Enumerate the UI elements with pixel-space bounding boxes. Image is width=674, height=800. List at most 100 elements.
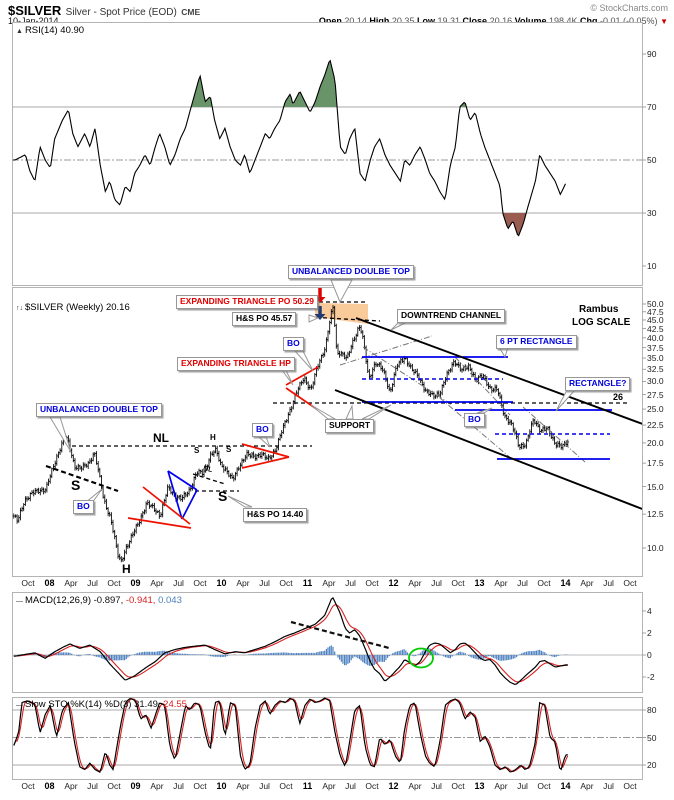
x-axis-label: Oct: [107, 578, 121, 588]
volume-label: Volume: [514, 16, 547, 26]
macd-legend: — MACD(12,26,9) -0.897, -0.941, 0.043: [16, 595, 182, 606]
rsi-axis-label: 50: [647, 155, 657, 165]
rsi-zone-fill: [191, 76, 213, 107]
x-axis-label: 08: [44, 781, 55, 791]
annotation-six-pt-rectangle: 6 PT RECTANGLE: [496, 335, 577, 349]
price-axis-label: 32.5: [647, 364, 664, 375]
callout-tail: [257, 436, 271, 448]
sto-axis-label: 50: [647, 732, 657, 743]
sto-panel-content: [13, 697, 569, 773]
rsi-axis-label: 90: [647, 49, 657, 59]
x-axis-label: Jul: [431, 578, 442, 588]
red-pattern-line: [142, 486, 191, 525]
annotation-icon: ↑↓: [16, 305, 23, 312]
macd-line-icon: —: [16, 598, 23, 605]
x-axis-label: Jul: [87, 781, 98, 791]
x-axis-label: 11: [302, 578, 313, 588]
quote-bar: Open 20.14 High 20.35 Low 19.31 Close 20…: [319, 16, 668, 26]
rsi-axis-label: 10: [647, 261, 657, 271]
rsi-zone-fill: [312, 60, 338, 107]
price-axis-label: 12.5: [647, 509, 664, 520]
macd-line: [13, 596, 568, 686]
low-label: Low: [416, 16, 435, 26]
x-axis-label: Jul: [87, 578, 98, 588]
macd-axis-label: 4: [647, 606, 652, 616]
rectangle-line: [167, 470, 198, 491]
x-axis-label: Jul: [259, 578, 270, 588]
annotation-rambus: Rambus: [579, 304, 619, 315]
macd-value: -0.897,: [93, 595, 124, 606]
price-axis-label: 50.0: [647, 298, 664, 309]
x-axis-label: Apr: [236, 578, 250, 588]
rectangle-line: [167, 470, 183, 520]
annotation-s-2010: S: [218, 488, 228, 504]
internal-trendline: [362, 346, 453, 406]
annotation-h-2008: H: [122, 562, 131, 576]
x-axis-label: Oct: [537, 578, 551, 588]
x-axis-label: Apr: [494, 578, 508, 588]
sto-d-value: 24.55: [163, 699, 187, 710]
price-bars: [12, 305, 569, 563]
price-axis-label: 20.0: [647, 437, 664, 448]
x-axis-label: Oct: [193, 578, 207, 588]
annotation-price-26: 26: [613, 392, 624, 402]
x-axis-label: 09: [130, 578, 141, 588]
red-pattern-line: [241, 443, 290, 458]
x-axis-label: Oct: [623, 578, 637, 588]
x-axis-label: 14: [560, 578, 571, 588]
annotation-hs-po-lower: H&S PO 14.40: [243, 508, 308, 522]
macd-name: MACD(12,26,9): [25, 595, 91, 606]
price-axis-label: 10.0: [647, 542, 664, 553]
ticker-name: Silver - Spot Price (EOD): [65, 7, 177, 18]
x-axis-label: Apr: [150, 578, 164, 588]
internal-trendline: [439, 397, 514, 461]
x-axis-label: Oct: [21, 781, 35, 791]
x-axis-label: 10: [216, 781, 227, 791]
green-circle-highlight: [408, 647, 434, 669]
dashed-support-line: [308, 316, 381, 322]
callout-tail: [330, 279, 353, 304]
annotation-log-scale: LOG SCALE: [572, 317, 631, 328]
price-axis-label: 47.5: [647, 306, 664, 317]
chart-date: 10-Jan-2014: [8, 16, 59, 26]
x-axis-label: Jul: [603, 578, 614, 588]
callout-tail: [308, 314, 320, 323]
sto-k-value: 31.49,: [134, 699, 161, 710]
x-axis-label: Oct: [279, 578, 293, 588]
price-legend-text: $SILVER (Weekly) 20.16: [25, 302, 130, 313]
rsi-panel: [12, 22, 643, 286]
x-axis-label: Oct: [107, 781, 121, 791]
x-axis-label: 10: [216, 578, 227, 588]
rsi-line: [13, 59, 566, 237]
x-axis-label: 13: [474, 781, 485, 791]
high-label: High: [369, 16, 390, 26]
macd-trendline: [290, 620, 390, 650]
x-axis-label: Oct: [193, 781, 207, 791]
rsi-axis-label: 70: [647, 102, 657, 112]
annotation-nl-big: NL: [153, 431, 169, 445]
x-axis-label: Oct: [365, 578, 379, 588]
x-axis-label: Jul: [259, 781, 270, 791]
annotation-exp-tri-po: EXPANDING TRIANGLE PO 50.29: [176, 295, 318, 309]
down-arrow-icon: [314, 314, 326, 320]
annotation-udt-upper: UNBALANCED DOULBE TOP: [288, 265, 414, 279]
annotation-s-2008: S: [71, 477, 81, 493]
sto-legend: — Slow STO %K(14) %D(3) 31.49, 24.55: [16, 699, 187, 710]
downtrend-channel-line: [355, 317, 642, 425]
x-axis-label: Jul: [517, 578, 528, 588]
x-axis-label: Apr: [64, 578, 78, 588]
x-axis-label: Apr: [408, 781, 422, 791]
sto-axis-label: 20: [647, 760, 657, 770]
x-axis-label: Oct: [451, 781, 465, 791]
low-value: 19.31: [437, 16, 461, 26]
x-axis-label: Apr: [150, 781, 164, 791]
x-axis-label: Apr: [322, 781, 336, 791]
annotation-h-small: H: [210, 433, 216, 442]
sto-k-line: [13, 697, 568, 773]
macd-axis-label: -2: [647, 672, 655, 682]
x-axis-label: Oct: [537, 781, 551, 791]
x-axis-label: Apr: [580, 578, 594, 588]
callout-tail: [293, 350, 314, 372]
sto-axis-label: 80: [647, 705, 657, 715]
